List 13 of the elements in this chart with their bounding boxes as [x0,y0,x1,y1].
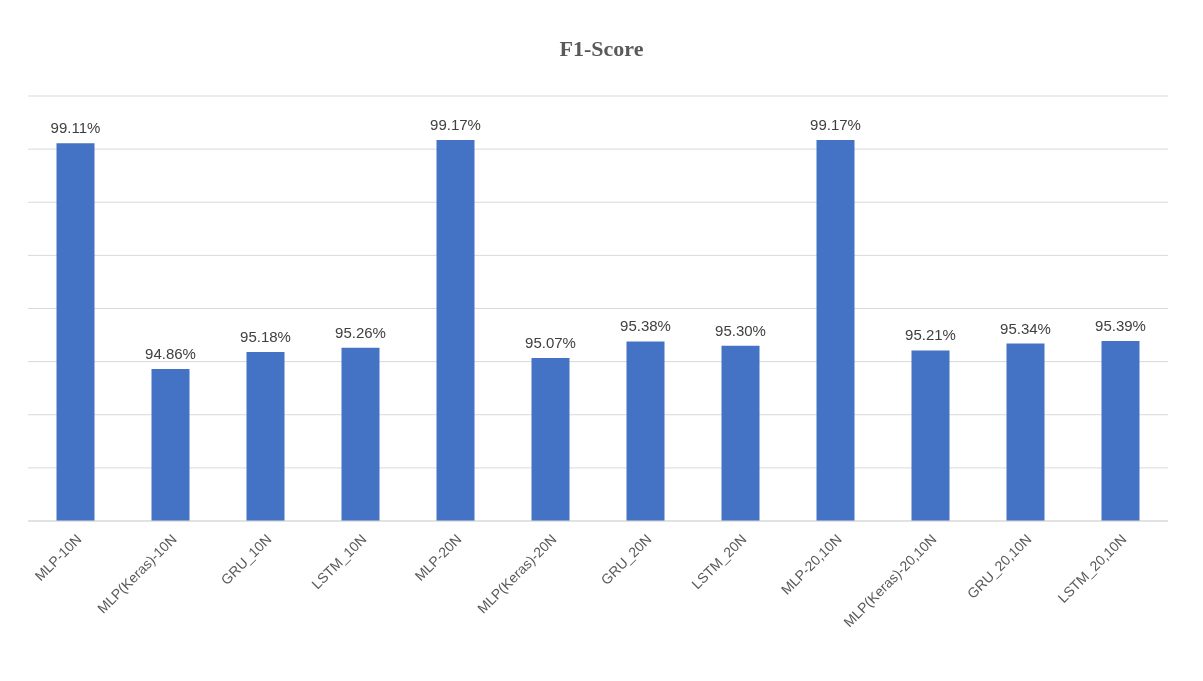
data-label: 95.34% [1000,319,1051,337]
data-label: 95.07% [525,333,576,351]
data-label: 95.30% [715,321,766,339]
data-label: 99.17% [430,116,481,134]
data-label: 95.38% [620,317,671,335]
data-label: 95.18% [240,328,291,346]
data-label: 95.39% [1095,316,1146,334]
data-label: 99.11% [50,119,101,137]
chart-title: F1-Score [558,35,645,63]
data-label: 99.17% [810,116,861,134]
data-label: 95.26% [335,323,386,341]
data-label: 95.21% [905,326,956,344]
data-label: 94.86% [145,345,196,363]
